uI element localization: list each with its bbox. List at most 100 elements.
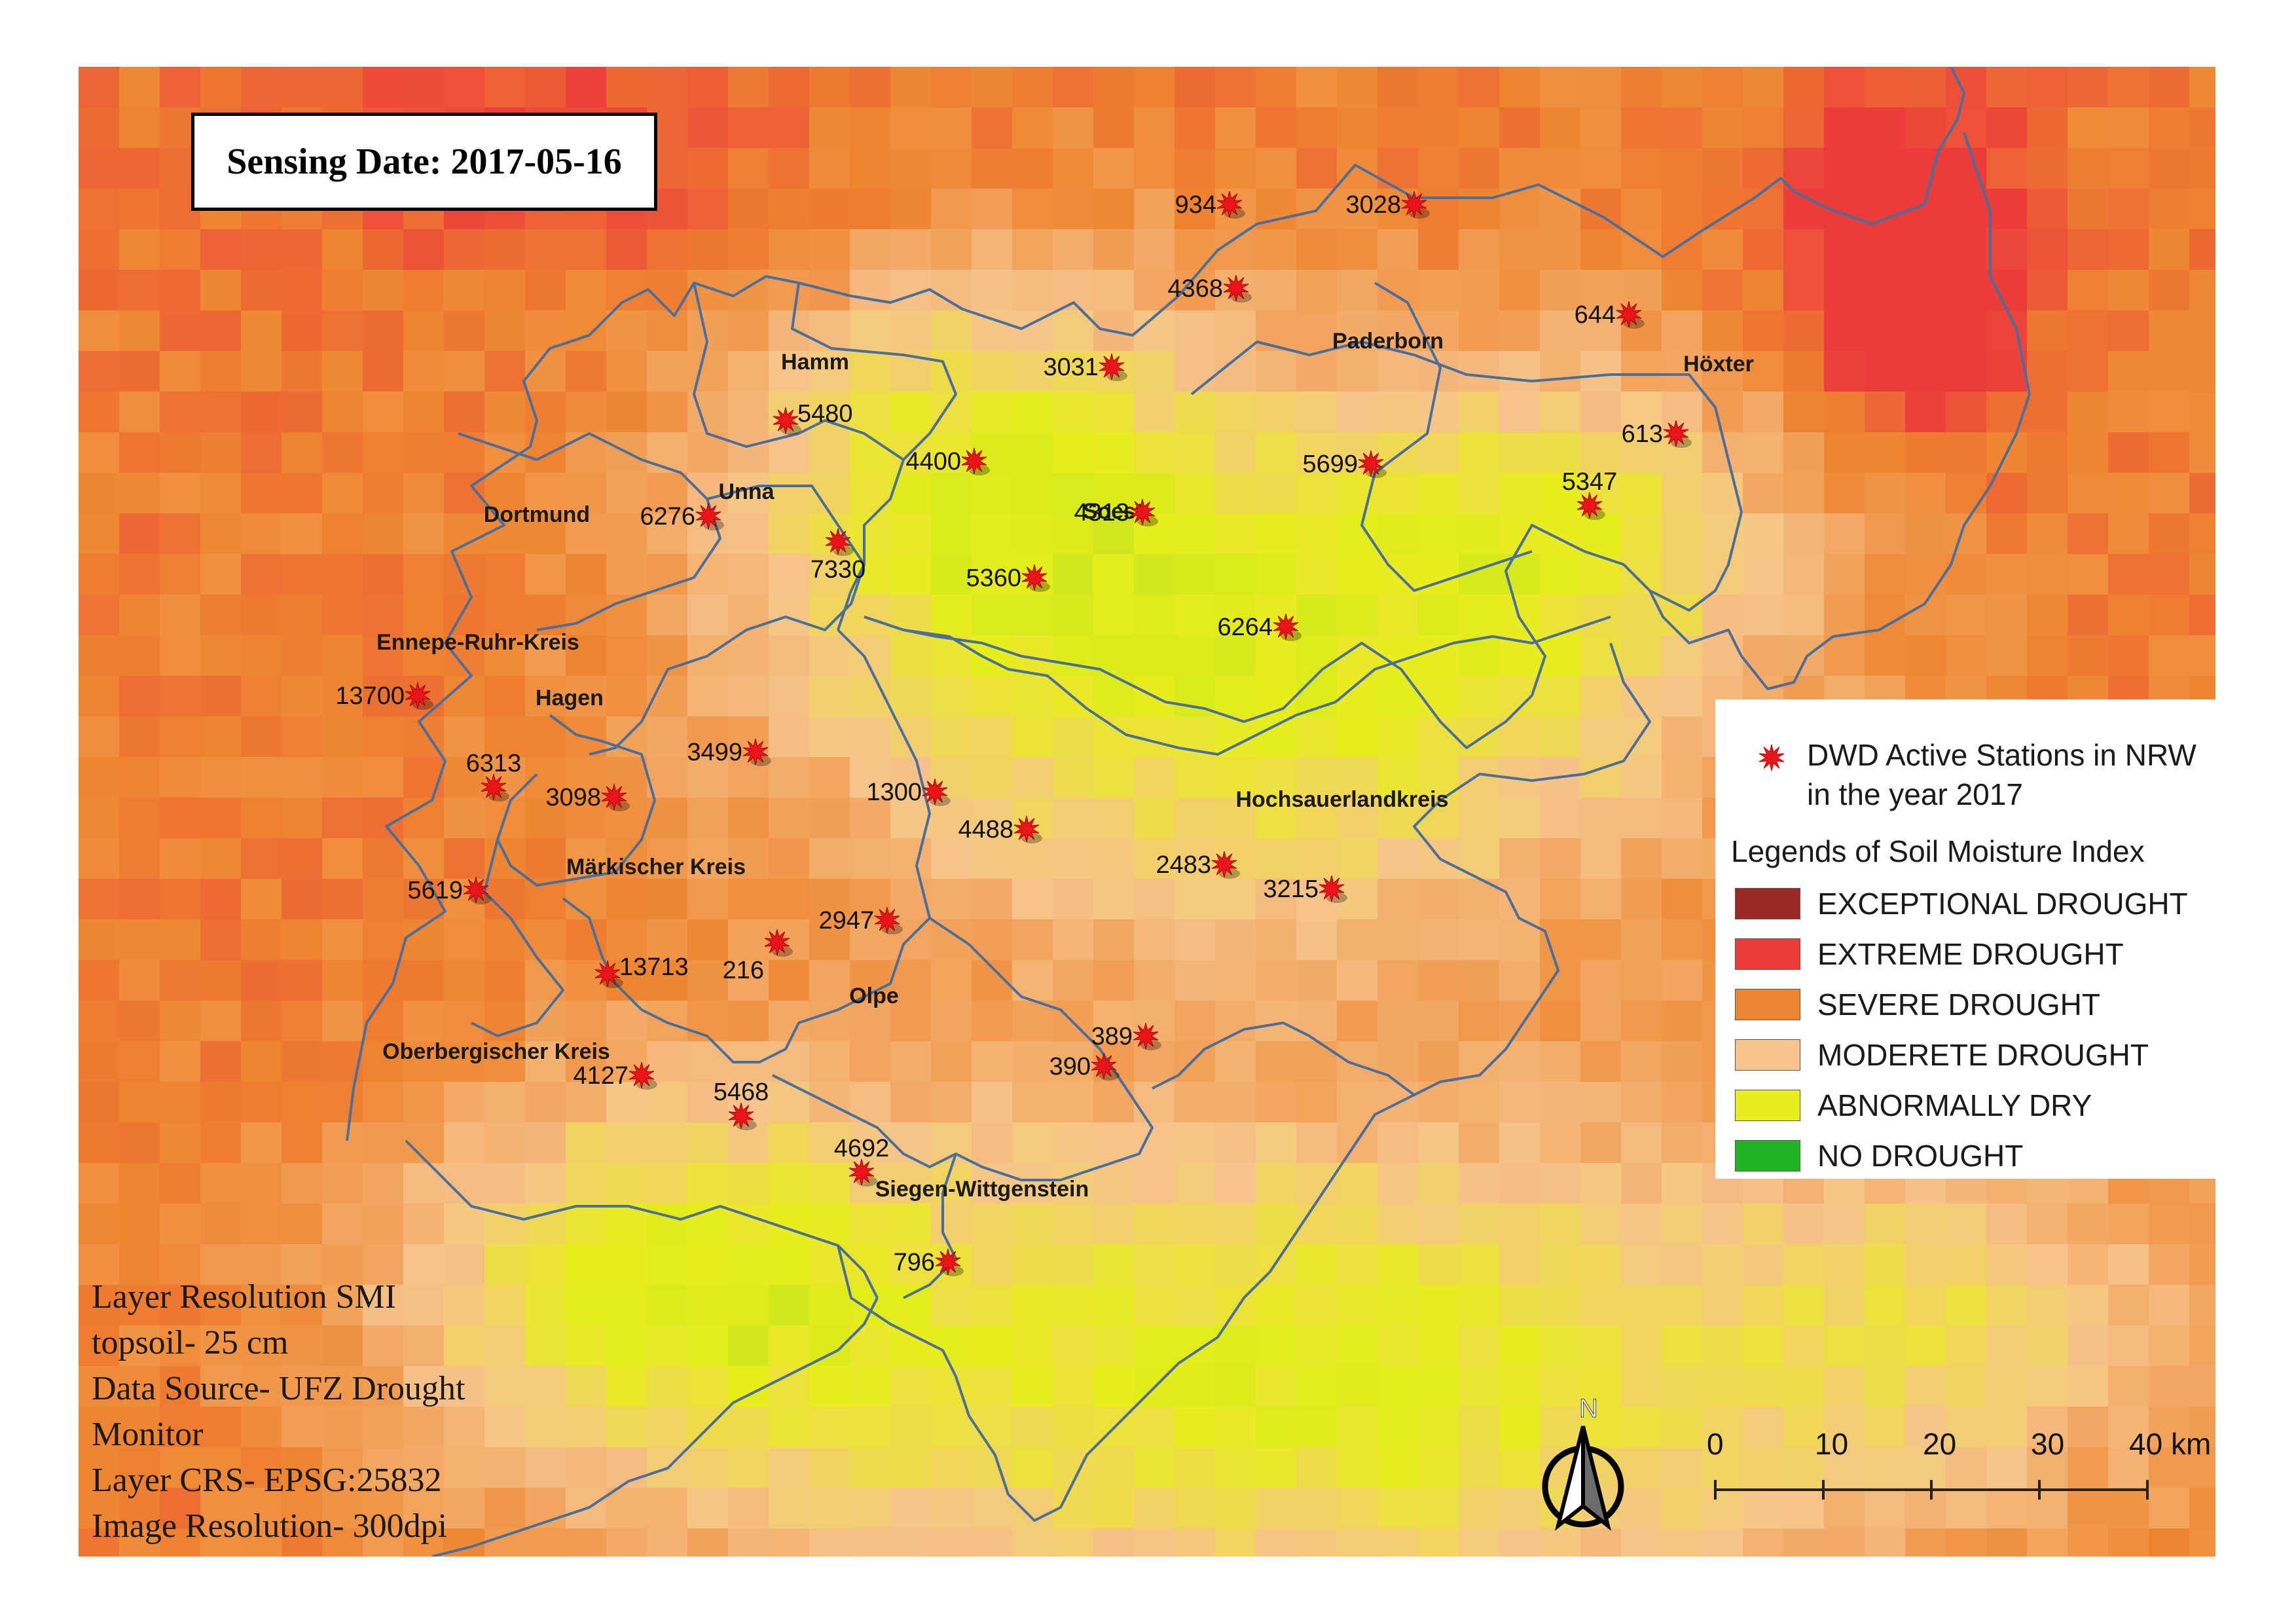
raster-cell [809, 919, 850, 961]
station-marker-3215[interactable] [1319, 875, 1345, 902]
station-marker-2947[interactable] [874, 906, 900, 934]
raster-cell [1702, 351, 1743, 392]
station-marker-934[interactable] [1216, 191, 1243, 218]
raster-cell [282, 1407, 323, 1448]
raster-cell [769, 1082, 810, 1123]
station-marker-4368[interactable] [1223, 274, 1249, 302]
station-marker-5360[interactable] [1021, 564, 1048, 591]
station-marker-3499[interactable] [742, 738, 769, 766]
station-marker-6276[interactable] [695, 502, 721, 530]
station-label-216: 216 [723, 957, 764, 984]
raster-cell [1215, 107, 1256, 149]
raster-cell [647, 392, 688, 433]
station-marker-1300[interactable] [922, 778, 948, 805]
raster-cell [1093, 1001, 1135, 1042]
raster-cell [1946, 1204, 1987, 1245]
raster-cell [1134, 392, 1175, 433]
raster-cell [1012, 351, 1053, 392]
station-marker-13700[interactable] [405, 682, 431, 709]
station-marker-4313[interactable] [1129, 498, 1156, 526]
raster-cell [1418, 513, 1459, 555]
raster-cell [525, 1082, 566, 1123]
raster-cell [1093, 1285, 1135, 1326]
station-marker-7330[interactable] [825, 528, 851, 555]
raster-cell [1540, 798, 1581, 839]
station-marker-3098[interactable] [601, 783, 627, 811]
station-marker-4692[interactable] [848, 1158, 875, 1186]
station-marker-216[interactable] [764, 929, 790, 956]
raster-cell [200, 392, 242, 433]
raster-cell [1865, 310, 1906, 352]
raster-cell [2149, 270, 2190, 311]
station-label-4692: 4692 [834, 1135, 890, 1162]
raster-cell [1296, 392, 1338, 433]
station-marker-3031[interactable] [1099, 353, 1125, 380]
station-marker-5699[interactable] [1358, 450, 1384, 477]
map-frame: Hamm Unna Dortmund Soest Paderborn Höxter Enne… [79, 67, 2215, 1557]
station-marker-4400[interactable] [961, 447, 987, 475]
raster-cell [647, 1488, 688, 1529]
raster-cell [809, 1407, 850, 1448]
raster-cell [1377, 513, 1419, 555]
raster-cell [1459, 1122, 1500, 1164]
raster-cell [647, 1001, 688, 1042]
raster-cell [1824, 1244, 1865, 1285]
station-marker-613[interactable] [1663, 420, 1689, 447]
raster-cell [2068, 351, 2109, 392]
raster-cell [2189, 513, 2215, 555]
raster-cell [282, 310, 323, 352]
station-marker-4127[interactable] [629, 1061, 655, 1089]
raster-cell [1783, 1285, 1825, 1326]
raster-cell [1783, 67, 1825, 108]
raster-cell [1296, 635, 1338, 676]
station-marker-644[interactable] [1616, 301, 1642, 328]
station-marker-5347[interactable] [1576, 492, 1603, 519]
raster-cell [282, 270, 323, 311]
raster-cell [972, 1285, 1013, 1326]
raster-cell [1865, 351, 1906, 392]
raster-cell [1337, 879, 1378, 920]
raster-cell [1540, 107, 1581, 149]
raster-cell [119, 554, 160, 595]
raster-cell [119, 1122, 160, 1164]
raster-cell [1418, 798, 1459, 839]
raster-cell [1580, 107, 1622, 149]
raster-cell [1012, 148, 1053, 189]
raster-cell [1986, 554, 2028, 595]
raster-cell [1215, 67, 1256, 108]
raster-cell [1580, 1041, 1622, 1082]
station-marker-2483[interactable] [1211, 851, 1237, 878]
raster-cell [769, 879, 810, 920]
station-marker-5480[interactable] [773, 407, 799, 434]
raster-cell [1783, 392, 1825, 433]
raster-cell [282, 1447, 323, 1488]
raster-cell [606, 351, 647, 392]
station-marker-5468[interactable] [728, 1102, 754, 1130]
station-marker-13713[interactable] [594, 960, 621, 987]
station-marker-389[interactable] [1133, 1022, 1159, 1050]
raster-cell [1012, 1447, 1053, 1488]
raster-cell [2149, 392, 2190, 433]
sauerland-south-border [431, 1297, 879, 1557]
raster-cell [79, 1163, 120, 1204]
raster-cell [687, 270, 729, 311]
station-marker-6313[interactable] [481, 773, 507, 801]
raster-cell [160, 798, 201, 839]
raster-cell [1905, 432, 1946, 473]
raster-cell [525, 1163, 566, 1204]
raster-cell [1053, 351, 1094, 392]
raster-cell [1662, 1163, 1703, 1204]
station-marker-3028[interactable] [1401, 191, 1427, 218]
station-marker-796[interactable] [935, 1248, 961, 1276]
raster-cell [809, 879, 850, 920]
station-marker-4488[interactable] [1013, 815, 1040, 843]
station-marker-5619[interactable] [463, 876, 489, 904]
raster-cell [1580, 229, 1622, 270]
station-marker-390[interactable] [1091, 1052, 1117, 1080]
raster-cell [1702, 595, 1743, 636]
raster-cell [850, 351, 891, 392]
raster-cell [525, 1285, 566, 1326]
station-marker-6264[interactable] [1273, 613, 1299, 640]
raster-cell [1540, 960, 1581, 1001]
raster-cell [1012, 1488, 1053, 1529]
